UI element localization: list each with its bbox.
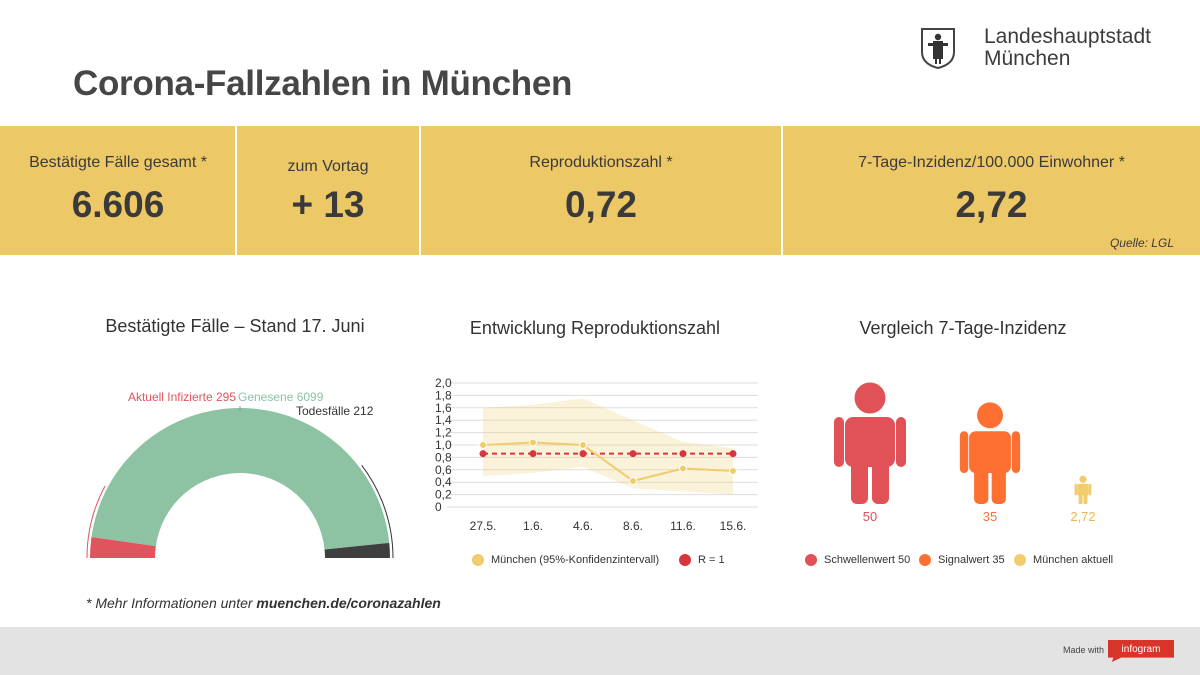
y-tick-label: 0,8 — [435, 450, 452, 464]
x-tick-label: 1.6. — [523, 519, 543, 533]
x-tick-label: 27.5. — [470, 519, 497, 533]
legend-dot-r1 — [679, 554, 691, 566]
munich-coat-of-arms-logo — [921, 28, 955, 70]
stat-prev-value: + 13 — [291, 184, 365, 225]
footnote-link[interactable]: muenchen.de/coronazahlen — [256, 595, 441, 611]
y-tick-label: 1,8 — [435, 388, 452, 402]
stat-total-cases: Bestätigte Fälle gesamt * 6.606 — [0, 126, 236, 255]
cases-chart-title: Bestätigte Fälle – Stand 17. Juni — [105, 316, 365, 336]
infected-outline-arc — [86, 485, 106, 559]
logo-text: Landeshauptstadt München — [984, 26, 1151, 70]
legend-item-r1: R = 1 — [679, 554, 725, 566]
y-tick-label: 0,4 — [435, 475, 452, 489]
legend-item-munich: München (95%-Konfidenzintervall) — [472, 554, 659, 566]
incidence-chart-title: Vergleich 7-Tage-Inzidenz — [859, 318, 1067, 338]
label-recovered: Genesene 6099 — [238, 390, 324, 404]
legend-label-munich-current: München aktuell — [1033, 554, 1114, 566]
legend-label-munich: München (95%-Konfidenzintervall) — [491, 554, 660, 566]
legend-item-signal: Signalwert 35 — [919, 554, 1005, 566]
y-tick-label: 0,2 — [435, 488, 452, 502]
confidence-interval-band — [483, 398, 733, 495]
munich-point — [679, 464, 687, 473]
stat-prev-day: zum Vortag + 13 — [237, 126, 419, 255]
footer-bar — [0, 627, 1200, 675]
stat-divider — [419, 126, 421, 255]
y-tick-label: 1,6 — [435, 401, 452, 415]
munich-series-line — [482, 441, 734, 483]
legend-label-threshold: Schwellenwert 50 — [824, 554, 911, 566]
stat-total-value: 6.606 — [71, 184, 165, 225]
footnote: * Mehr Informationen unter muenchen.de/c… — [86, 595, 441, 611]
value-label: 35 — [983, 509, 997, 524]
slice-infected — [90, 537, 156, 558]
x-tick-label: 11.6. — [670, 519, 696, 533]
cases-semicircle-chart: Aktuell Infizierte 295 Genesene 6099Todes… — [86, 390, 394, 559]
stat-divider — [235, 126, 237, 255]
legend-label-r1: R = 1 — [698, 554, 725, 566]
page-title: Corona-Fallzahlen in München — [73, 64, 573, 103]
munich-point — [629, 476, 637, 485]
y-tick-label: 1,4 — [435, 413, 452, 427]
stat-incidence-value: 2,72 — [955, 184, 1028, 225]
label-deaths: Todesfälle 212 — [296, 404, 374, 418]
deaths-outline-arc — [361, 465, 394, 559]
munich-point — [729, 467, 737, 476]
slice-recovered — [91, 408, 390, 550]
value-label: 2,72 — [1070, 509, 1095, 524]
stat-divider — [781, 126, 783, 255]
figure-munich — [1074, 475, 1092, 504]
r-line-chart: 00,20,40,60,81,01,21,41,61,82,0 27.5. 1.6.… — [435, 376, 758, 533]
r1-point — [629, 450, 637, 458]
y-tick-label: 1,0 — [435, 438, 452, 452]
munich-point — [529, 438, 537, 447]
r1-point — [729, 450, 737, 458]
legend-item-munich-current: München aktuell — [1014, 554, 1113, 566]
legend-label-signal: Signalwert 35 — [938, 554, 1005, 566]
made-with-text: Made with — [1063, 645, 1105, 655]
key-figures-band — [0, 126, 1200, 255]
x-tick-label: 8.6. — [623, 519, 643, 533]
logo-text-line2: München — [984, 47, 1071, 70]
legend-dot-munich-current — [1014, 554, 1026, 566]
y-tick-label: 2,0 — [435, 376, 452, 390]
label-infected: Aktuell Infizierte 295 — [128, 390, 236, 404]
stat-prev-label: zum Vortag — [287, 158, 369, 175]
r1-point — [529, 450, 537, 458]
stat-r-label: Reproduktionszahl * — [529, 154, 673, 171]
figure-signal — [959, 402, 1021, 504]
footnote-prefix: * Mehr Informationen unter — [86, 595, 257, 611]
stat-r-value: 0,72 — [564, 184, 637, 225]
y-tick-label: 0 — [435, 500, 442, 514]
incidence-pictogram-chart: 50 35 2,72 — [834, 382, 1096, 524]
y-tick-label: 1,2 — [435, 426, 452, 440]
logo-text-line1: Landeshauptstadt — [984, 25, 1151, 48]
y-tick-label: 0,6 — [435, 463, 452, 477]
r1-point — [579, 450, 587, 458]
r-chart-title: Entwicklung Reproduktionszahl — [469, 318, 721, 338]
r1-point — [479, 450, 487, 458]
r1-point — [679, 450, 687, 458]
slice-deaths — [324, 542, 390, 558]
source-note: Quelle: LGL — [1109, 236, 1174, 250]
legend-item-threshold: Schwellenwert 50 — [805, 554, 910, 566]
stat-incidence-label: 7-Tage-Inzidenz/100.000 Einwohner * — [858, 154, 1125, 171]
stat-r-number: Reproduktionszahl * 0,72 — [421, 126, 781, 255]
munich-point — [579, 441, 587, 449]
stat-incidence: 7-Tage-Inzidenz/100.000 Einwohner * 2,72 — [783, 126, 1200, 255]
legend-dot-threshold — [805, 554, 817, 566]
legend-dot-signal — [919, 554, 931, 566]
stat-total-label: Bestätigte Fälle gesamt * — [29, 154, 207, 171]
infogram-badge[interactable]: infogram — [1108, 640, 1174, 662]
x-tick-label: 15.6. — [720, 519, 747, 533]
legend-dot-munich — [472, 554, 484, 566]
value-label: 50 — [863, 509, 877, 524]
munich-point — [479, 441, 487, 449]
x-tick-label: 4.6. — [573, 519, 593, 533]
figure-threshold — [834, 382, 906, 504]
